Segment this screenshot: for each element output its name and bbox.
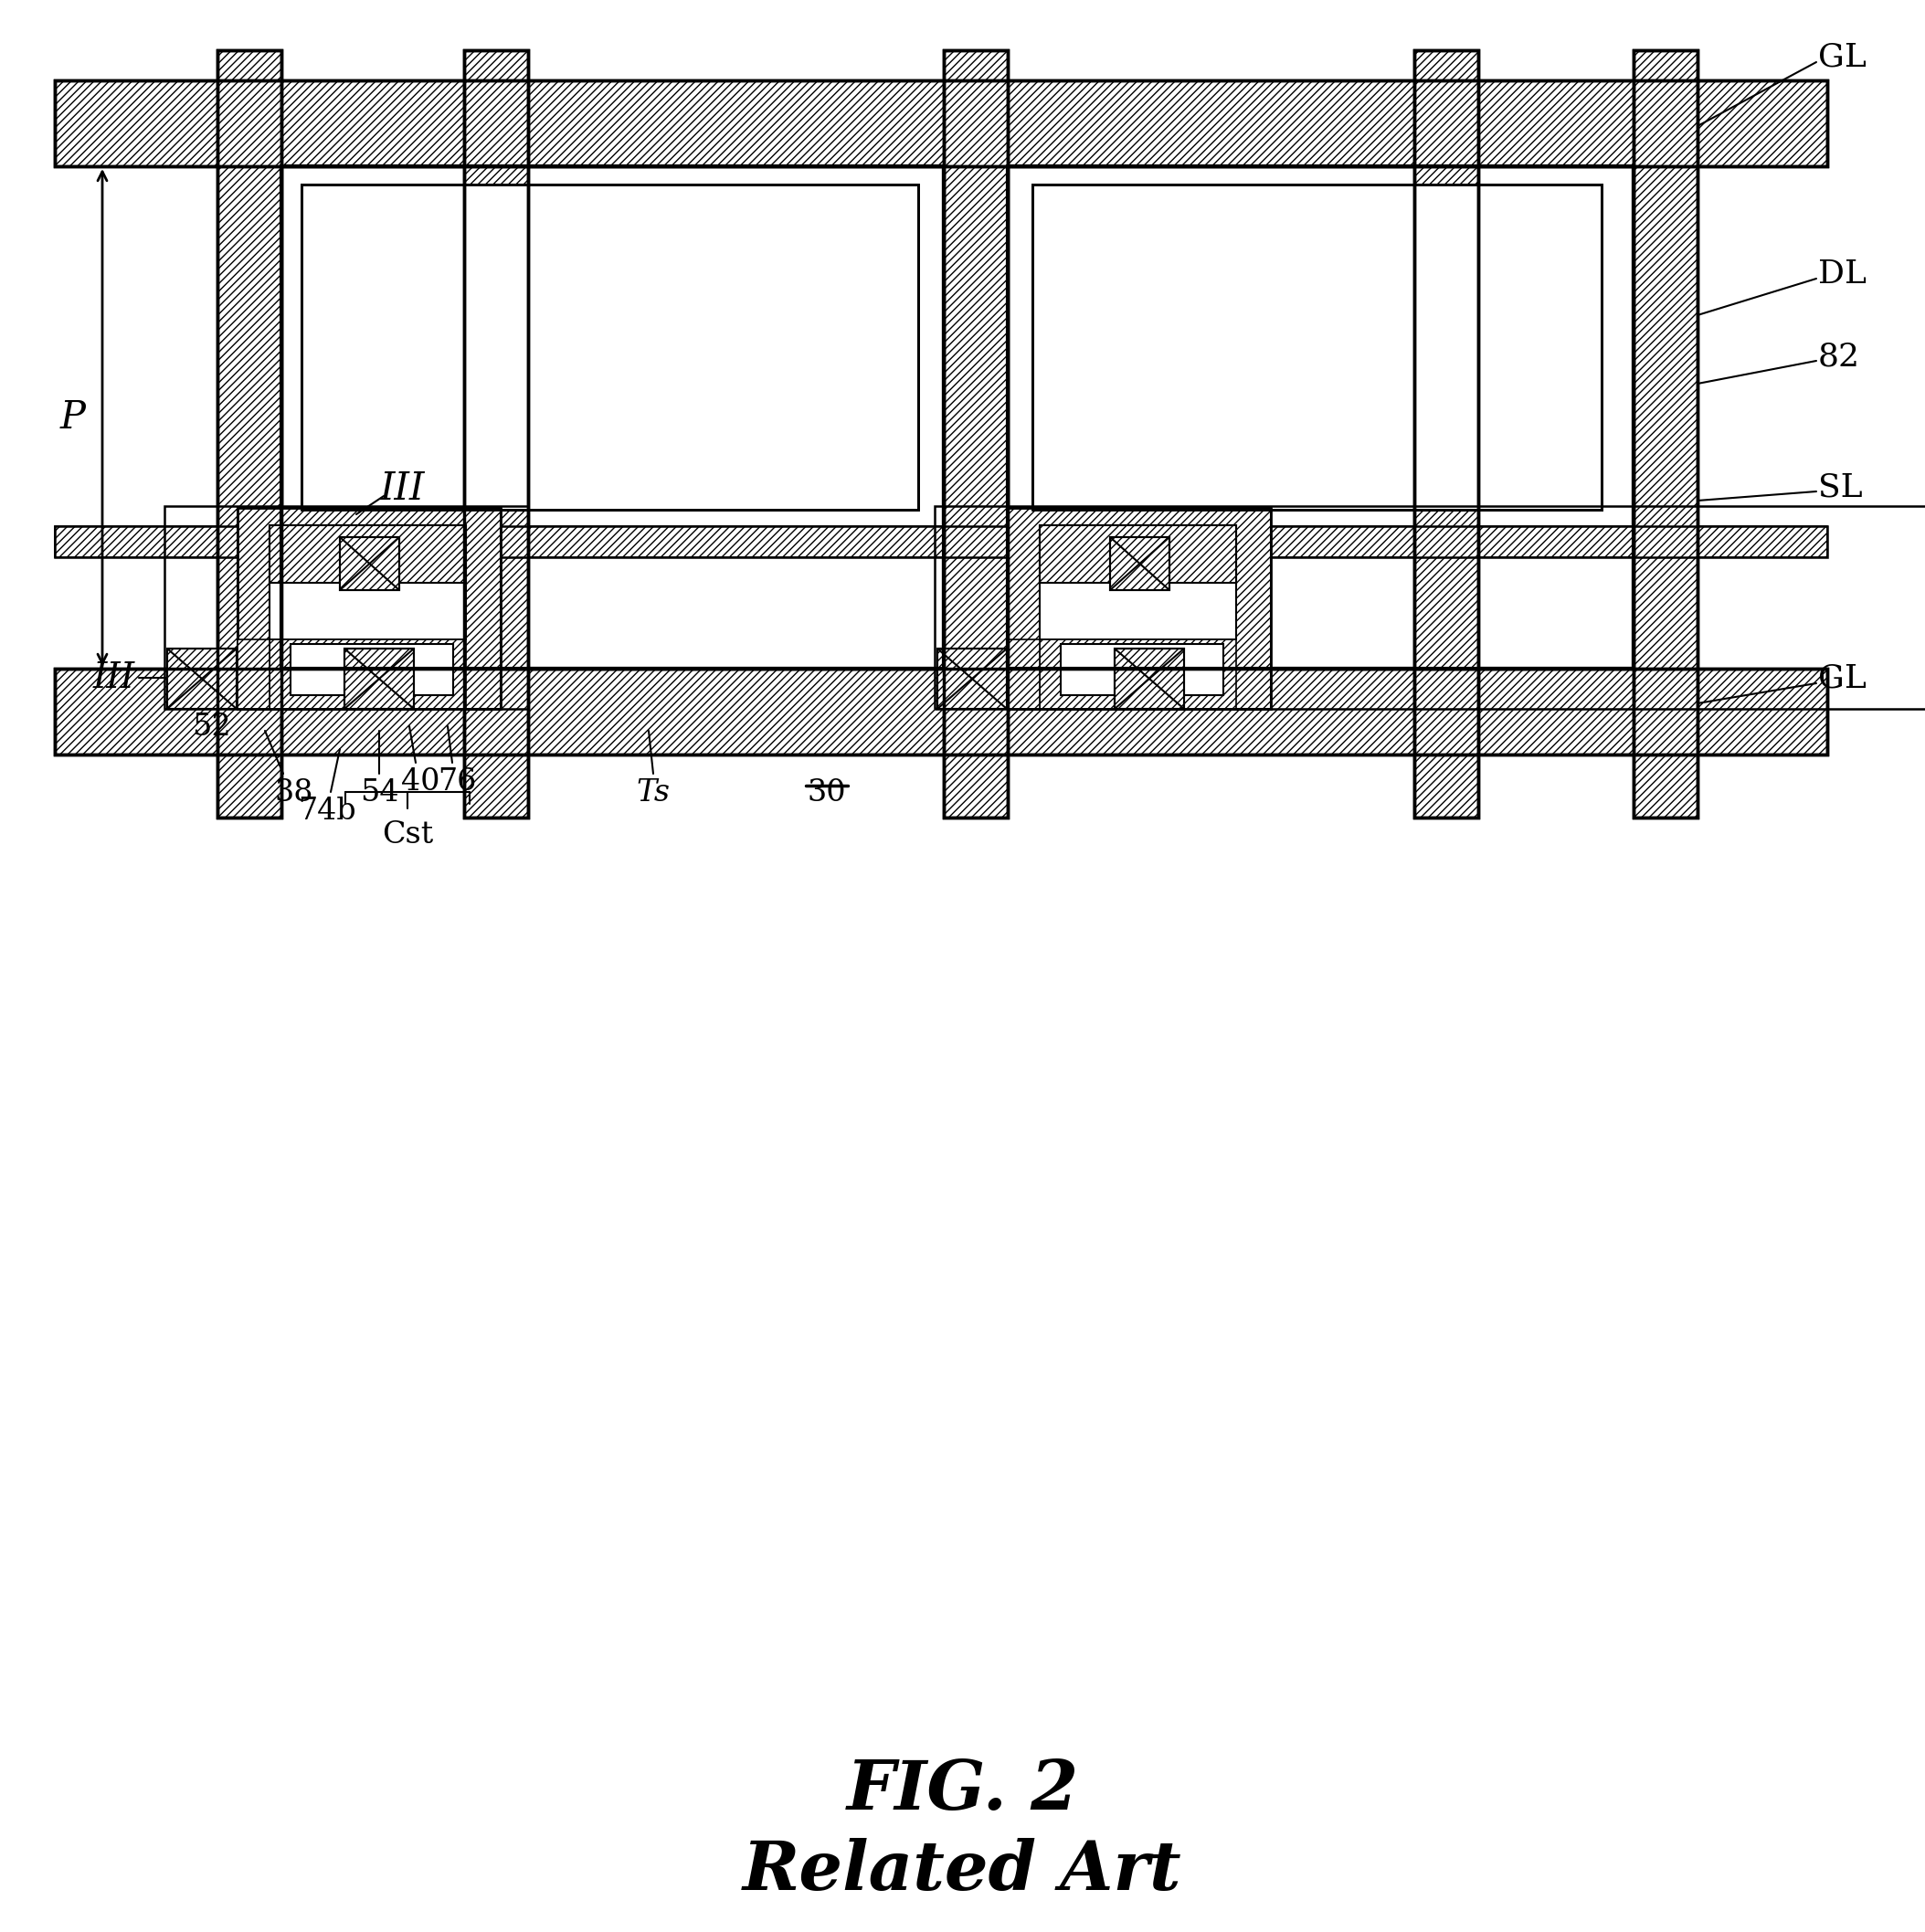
Bar <box>1634 50 1698 817</box>
Bar <box>54 526 1827 556</box>
Bar <box>281 166 943 668</box>
Bar <box>937 649 1007 709</box>
Bar <box>1415 50 1478 817</box>
Bar <box>54 526 1827 556</box>
Bar <box>1634 50 1698 817</box>
Text: 74a: 74a <box>235 587 293 616</box>
Bar <box>345 649 414 709</box>
Bar <box>936 506 1925 709</box>
Text: 52: 52 <box>192 713 231 742</box>
Text: GL: GL <box>1817 41 1867 71</box>
Bar <box>1040 526 1236 639</box>
Text: 82: 82 <box>1817 340 1860 371</box>
Bar <box>464 556 489 709</box>
Bar <box>341 537 398 589</box>
Bar <box>943 50 1007 817</box>
Bar <box>270 526 466 639</box>
Text: Cst: Cst <box>381 821 433 850</box>
Bar <box>1115 649 1184 709</box>
Bar <box>54 81 1827 166</box>
Text: P: P <box>60 398 87 437</box>
Bar <box>1415 50 1478 817</box>
Bar <box>237 508 501 709</box>
Bar <box>54 668 1827 755</box>
Bar <box>1115 649 1184 709</box>
Bar <box>1040 526 1236 583</box>
Text: III: III <box>92 661 135 696</box>
Bar <box>345 649 414 709</box>
Bar <box>1007 166 1634 668</box>
Bar <box>54 81 1827 166</box>
Bar <box>1040 526 1236 583</box>
Bar <box>237 639 270 709</box>
Bar <box>54 668 1827 755</box>
Bar <box>943 50 1007 817</box>
Bar <box>270 526 466 583</box>
Bar <box>1111 537 1168 589</box>
Bar <box>167 649 237 709</box>
Bar <box>1007 639 1040 709</box>
Bar <box>1007 166 1634 668</box>
Bar <box>341 537 398 589</box>
Bar <box>1111 537 1168 589</box>
Bar <box>167 649 237 709</box>
Bar <box>218 50 281 817</box>
Text: III: III <box>379 469 425 508</box>
Bar <box>464 50 527 817</box>
Bar <box>54 81 1827 166</box>
Text: 54: 54 <box>360 779 398 808</box>
Text: 74b: 74b <box>298 796 356 825</box>
Bar <box>281 166 943 668</box>
Text: 40: 40 <box>400 767 439 796</box>
Bar <box>937 649 1007 709</box>
Text: Related Art: Related Art <box>743 1837 1182 1903</box>
Text: 38: 38 <box>275 779 314 808</box>
Bar <box>302 185 918 510</box>
Bar <box>218 50 281 817</box>
Bar <box>291 643 452 696</box>
Bar <box>237 508 501 709</box>
Bar <box>1032 185 1602 510</box>
Bar <box>464 50 527 817</box>
Bar <box>1415 50 1478 817</box>
Bar <box>464 556 489 709</box>
Bar <box>1634 50 1698 817</box>
Bar <box>302 185 918 510</box>
Bar <box>464 50 527 817</box>
Text: 30: 30 <box>807 779 847 808</box>
Bar <box>1040 639 1236 709</box>
Text: FIG. 2: FIG. 2 <box>847 1758 1078 1824</box>
Text: Ts: Ts <box>637 779 670 808</box>
Bar <box>1234 556 1259 709</box>
Bar <box>1032 185 1602 510</box>
Bar <box>270 526 466 583</box>
Bar <box>164 506 527 709</box>
Text: GL: GL <box>1817 663 1867 694</box>
Bar <box>943 50 1007 817</box>
Bar <box>218 50 281 817</box>
Bar <box>1234 556 1259 709</box>
Bar <box>1007 508 1270 709</box>
Bar <box>1061 643 1224 696</box>
Bar <box>1007 508 1270 709</box>
Bar <box>54 668 1827 755</box>
Text: 76: 76 <box>437 767 475 796</box>
Text: SL: SL <box>1817 471 1863 502</box>
Text: DL: DL <box>1817 259 1867 290</box>
Bar <box>270 639 466 709</box>
